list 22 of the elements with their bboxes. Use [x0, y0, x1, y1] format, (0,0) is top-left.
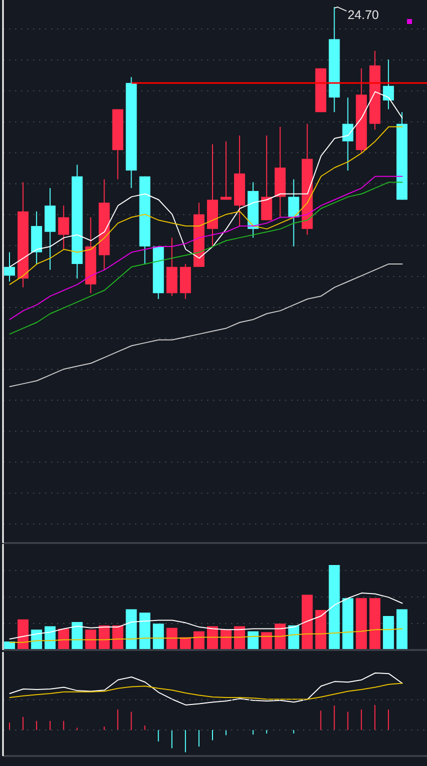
bar [139, 612, 150, 650]
bar [18, 619, 29, 650]
candlestick [58, 205, 70, 250]
bar [342, 598, 354, 650]
candlestick [288, 178, 300, 247]
bar [85, 630, 96, 650]
bar [382, 616, 394, 650]
candlestick [382, 59, 394, 110]
bar [315, 610, 326, 650]
candlestick [261, 135, 272, 221]
bar [369, 598, 380, 650]
candlestick [4, 252, 15, 282]
bar [261, 632, 272, 650]
bar [396, 609, 408, 650]
bar [356, 598, 367, 650]
bar [152, 624, 164, 650]
bar [166, 628, 178, 650]
bar [302, 594, 313, 650]
bar [328, 564, 340, 650]
annotation: 24.70 [348, 8, 379, 22]
candlestick [342, 97, 354, 172]
bar [126, 609, 137, 650]
